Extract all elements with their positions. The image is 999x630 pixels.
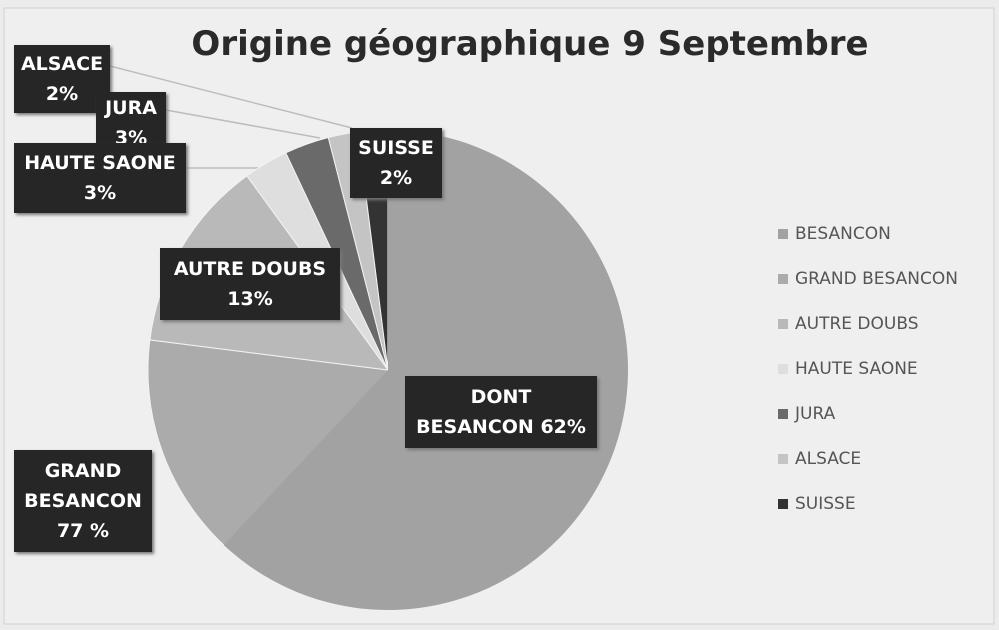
- legend-entry: JURA: [778, 404, 835, 424]
- legend-label: AUTRE DOUBS: [795, 314, 919, 334]
- legend-swatch: [778, 409, 788, 419]
- legend-label: GRAND BESANCON: [795, 269, 958, 289]
- data-label: ALSACE 2%: [14, 45, 110, 113]
- leader-line: [165, 109, 321, 139]
- legend-entry: GRAND BESANCON: [778, 269, 958, 289]
- data-label: DONT BESANCON 62%: [405, 376, 597, 448]
- legend-swatch: [778, 319, 788, 329]
- legend-label: JURA: [795, 404, 836, 424]
- legend-entry: HAUTE SAONE: [778, 359, 918, 379]
- legend-swatch: [778, 229, 788, 239]
- data-label: AUTRE DOUBS 13%: [160, 248, 340, 320]
- legend-label: SUISSE: [795, 494, 856, 514]
- data-label: HAUTE SAONE 3%: [14, 143, 186, 213]
- legend-label: HAUTE SAONE: [795, 359, 918, 379]
- legend-label: ALSACE: [795, 449, 862, 469]
- legend-swatch: [778, 364, 788, 374]
- data-label: SUISSE 2%: [350, 128, 442, 198]
- leader-line: [109, 65, 353, 129]
- legend-entry: SUISSE: [778, 494, 856, 514]
- legend-entry: AUTRE DOUBS: [778, 314, 918, 334]
- pie-slice: [223, 130, 629, 610]
- chart-title: Origine géographique 9 Septembre: [191, 24, 869, 64]
- legend-entry: ALSACE: [778, 449, 861, 469]
- legend-swatch: [778, 274, 788, 284]
- legend-swatch: [778, 499, 788, 509]
- legend-label: BESANCON: [795, 224, 891, 244]
- legend-swatch: [778, 454, 788, 464]
- data-label: GRAND BESANCON 77 %: [14, 450, 152, 552]
- legend-entry: BESANCON: [778, 224, 891, 244]
